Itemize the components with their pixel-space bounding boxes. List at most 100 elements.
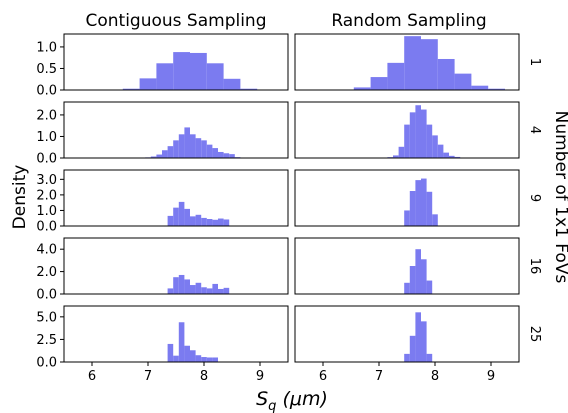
row-label: 16 [527,258,542,275]
random-panel-9: 9 [294,169,542,227]
panel-frame [63,169,289,227]
histogram-bar [218,288,224,294]
right-axis-label: Number of 1x1 FoVs [551,111,568,284]
y-tick-label: 0.0 [36,152,57,167]
histogram-bar [437,58,455,90]
y-tick-label: 2.0 [36,108,57,123]
histogram-bar [184,208,190,226]
histogram-bar [184,279,190,294]
random-panel-1: 1 [294,33,542,91]
histogram-bar [454,156,461,158]
y-tick-label: 0.0 [36,288,57,303]
contiguous-column-title: Contiguous Sampling [85,11,266,31]
panel-frame [294,101,520,159]
histogram-bar [393,155,399,158]
panel-frame [63,237,289,295]
histogram-bar [218,151,224,158]
histogram-bar [415,105,421,158]
histogram-bar [212,283,218,294]
panel-frame [294,33,520,91]
histogram-bar [415,312,421,362]
histogram-bar [398,146,405,158]
histogram-bar [167,343,174,362]
histogram-bar [178,274,185,294]
histogram-bar [173,140,179,158]
random-panel-4: 4 [294,101,542,159]
panel-frame [294,169,520,227]
histogram-bar [201,217,207,226]
panel-frame [294,305,520,363]
y-tick-label: 3.0 [36,173,57,188]
contiguous-panel-4: 0.0 1.0 2.0 [36,101,289,167]
histogram-bar [454,73,472,90]
panel-frame [63,101,289,159]
histogram-bar [240,88,258,90]
histogram-bar [432,135,438,158]
histogram-bar [206,288,213,294]
histogram-bar [223,78,241,90]
y-tick-label: 1.0 [36,40,57,55]
random-panel-25: 25 6 7 8 9 [294,305,542,384]
x-tick-label: 8 [200,369,208,384]
histogram-bar [173,207,179,226]
histogram-bar [201,140,207,158]
y-tick-label: 2.0 [36,265,57,280]
histogram-bar [432,214,438,226]
histogram-bar [421,259,427,294]
histogram-bar [173,52,190,90]
histogram-bar [139,78,157,90]
x-tick-label: 6 [319,369,327,384]
histogram-bar [415,249,421,294]
row-label: 25 [527,326,542,343]
histogram-bar [150,156,157,158]
y-tick-label: 5.0 [36,310,57,325]
contiguous-panel-25: 0.0 2.5 5.0 6 7 8 9 [36,305,289,384]
histogram-bar [353,87,371,90]
contiguous-panel-16: 0.0 2.0 4.0 [36,237,289,303]
histogram-bar [404,282,410,294]
row-label: 1 [527,58,542,66]
histogram-bar [404,210,410,226]
histogram-bar [370,77,388,90]
x-tick-label: 7 [144,369,152,384]
y-tick-label: 0.5 [36,62,57,77]
histogram-bar [195,138,202,158]
y-tick-label: 0.0 [36,220,57,235]
x-axis-label: Sq (μm) [256,388,328,413]
histogram-bar [426,353,433,362]
histogram-bar [426,191,433,226]
random-column-title: Random Sampling [331,11,486,31]
histogram-bar [212,219,218,226]
histogram-bar [409,191,416,226]
histogram-bar [167,146,174,158]
histogram-bar [218,218,224,226]
panel-frame [63,33,289,91]
histogram-bar [206,144,213,158]
histogram-bar [178,322,185,362]
histogram-bar [409,266,416,294]
histogram-bar [184,345,190,362]
histogram-bar [162,150,168,158]
random-panel-16: 16 [294,237,542,295]
histogram-bar [156,63,174,90]
histogram-bar [415,180,421,226]
y-tick-label: 2.5 [36,333,57,348]
histogram-bar [404,124,410,158]
x-tick-label: 7 [375,369,383,384]
histogram-bar [206,357,213,362]
histogram-bar [195,214,202,226]
histogram-bar [443,152,449,158]
y-tick-label: 4.0 [36,243,57,258]
histogram-bar [190,216,196,226]
row-label: 9 [527,194,542,202]
histogram-bar [178,201,185,226]
histogram-bar [190,285,196,294]
x-tick-label: 9 [256,369,264,384]
histogram-bar [421,178,427,226]
histogram-bar [195,282,202,294]
histogram-bar [167,215,174,226]
histogram-bar [190,52,207,90]
histogram-bar [409,335,416,362]
histogram-bar [426,280,433,294]
